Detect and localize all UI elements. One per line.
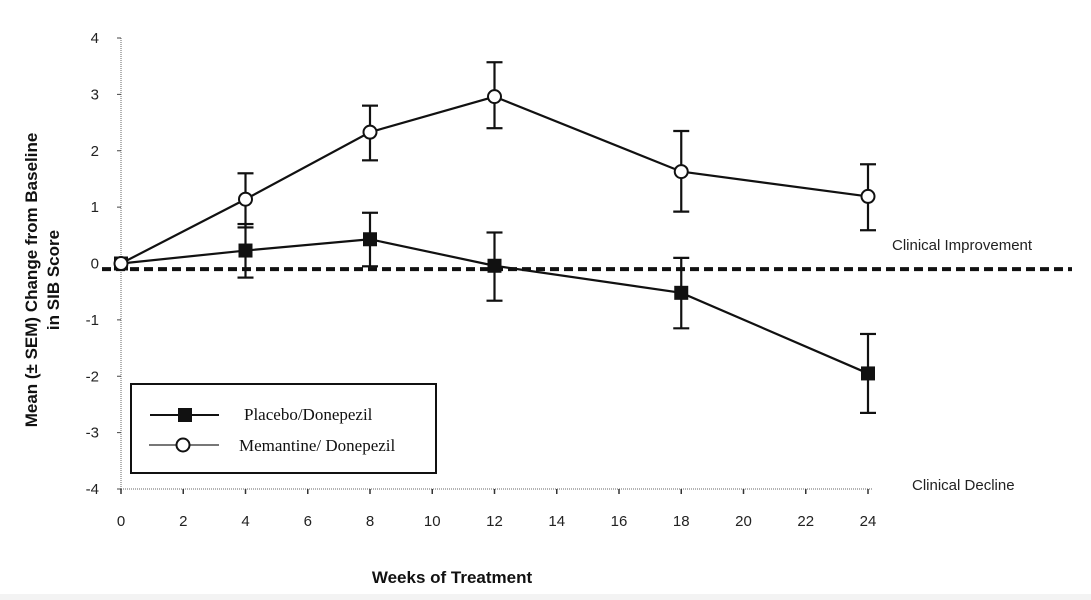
- data-point-memantine: [238, 191, 253, 207]
- data-point-placebo: [238, 243, 253, 258]
- data-point-memantine: [860, 188, 876, 204]
- x-axis-title: Weeks of Treatment: [372, 568, 533, 587]
- series-layer: [113, 61, 876, 414]
- x-tick-label: 20: [735, 513, 752, 530]
- data-point-placebo: [487, 258, 502, 273]
- y-tick-label: -3: [86, 425, 99, 442]
- series-line-placebo: [120, 238, 869, 375]
- series-memantine: [113, 61, 876, 271]
- y-tick-label: 4: [91, 30, 99, 47]
- x-tick-label: 2: [179, 513, 187, 530]
- x-tick-label: 12: [486, 513, 503, 530]
- x-tick-label: 4: [241, 513, 249, 530]
- x-tick-label: 8: [366, 513, 374, 530]
- y-tick-label: -1: [86, 312, 99, 329]
- data-point-memantine: [673, 164, 689, 180]
- data-point-placebo: [861, 366, 875, 381]
- x-tick-label: 22: [797, 513, 814, 530]
- x-axis-ticks: 0 2 4 6 8 10 12 14 16 18 20 22 24: [117, 489, 877, 530]
- y-axis-ticks: 4 3 2 1 0 -1 -2 -3 -4: [86, 30, 121, 498]
- legend-box: [130, 383, 437, 474]
- y-tick-label: -4: [86, 481, 99, 498]
- annotation-clinical-decline: Clinical Decline: [912, 477, 1015, 494]
- x-tick-label: 14: [548, 513, 565, 530]
- data-point-memantine: [487, 89, 502, 105]
- y-tick-label: 3: [91, 86, 99, 103]
- y-tick-label: 2: [91, 143, 99, 160]
- y-axis-title-line2: in SIB Score: [44, 230, 63, 330]
- data-point-memantine: [362, 124, 378, 140]
- data-point-placebo: [674, 285, 689, 300]
- x-tick-label: 16: [611, 513, 628, 530]
- legend-marker-placebo: [178, 408, 192, 422]
- y-tick-label: 1: [91, 199, 99, 216]
- annotation-clinical-improvement: Clinical Improvement: [892, 237, 1033, 254]
- data-point-placebo: [363, 232, 377, 247]
- legend: Placebo/Donepezil Memantine/ Donepezil: [130, 383, 437, 474]
- bottom-edge: [0, 594, 1091, 600]
- x-tick-label: 18: [673, 513, 690, 530]
- data-point-memantine: [113, 256, 129, 271]
- series-line-memantine: [120, 95, 869, 265]
- x-tick-label: 10: [424, 513, 441, 530]
- x-tick-label: 24: [860, 513, 877, 530]
- x-tick-label: 6: [304, 513, 312, 530]
- x-tick-label: 0: [117, 513, 125, 530]
- y-axis-title-line1: Mean (± SEM) Change from Baseline: [22, 133, 41, 428]
- legend-marker-memantine: [175, 437, 191, 453]
- legend-label-placebo: Placebo/Donepezil: [244, 405, 373, 424]
- series-placebo: [114, 211, 876, 414]
- legend-label-memantine: Memantine/ Donepezil: [239, 436, 396, 455]
- y-tick-label: 0: [91, 256, 99, 273]
- y-tick-label: -2: [86, 368, 99, 385]
